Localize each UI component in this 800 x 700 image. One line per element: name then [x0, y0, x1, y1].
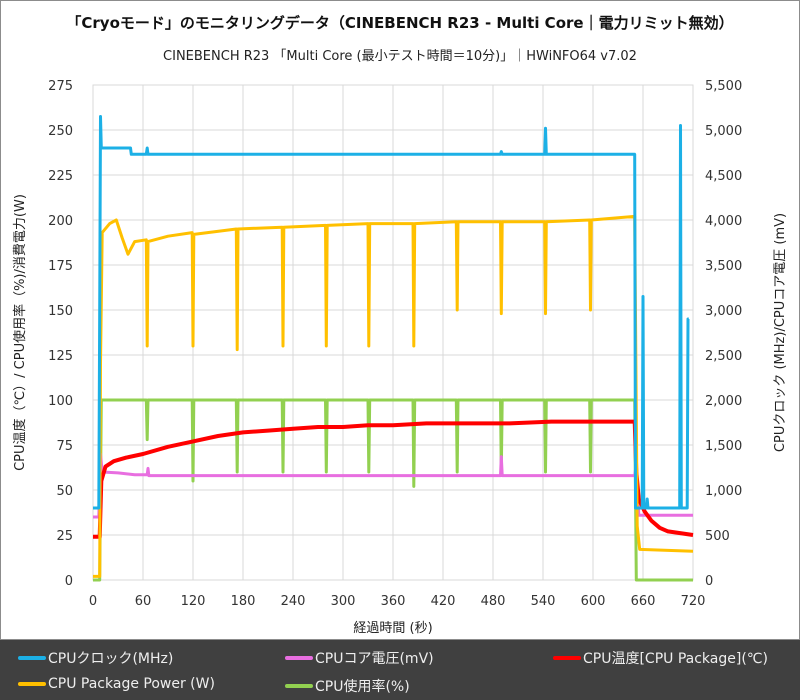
y-left-tick-label: 25: [56, 529, 73, 544]
x-tick-label: 420: [431, 594, 456, 609]
legend-swatch: [553, 656, 581, 660]
y-right-tick-label: 3,500: [705, 259, 742, 274]
series-line: [93, 398, 693, 582]
y-right-tick-label: 3,000: [705, 304, 742, 319]
y-right-tick-label: 5,000: [705, 124, 742, 139]
y-right-tick-label: 0: [705, 574, 713, 589]
x-tick-label: 600: [581, 594, 606, 609]
y-right-tick-label: 2,500: [705, 349, 742, 364]
chart-title: 「Cryoモード」のモニタリングデータ（CINEBENCH R23 - Mult…: [66, 14, 734, 32]
x-tick-label: 360: [381, 594, 406, 609]
legend-swatch: [285, 656, 313, 660]
y-right-tick-label: 4,000: [705, 214, 742, 229]
chart-subtitle: CINEBENCH R23 「Multi Core (最小テスト時間＝10分)」…: [163, 49, 637, 64]
y-right-tick-label: 2,000: [705, 394, 742, 409]
legend-label: CPUコア電圧(mV): [315, 651, 434, 667]
legend-item: CPU Package Power (W): [18, 676, 215, 692]
x-tick-label: 0: [89, 594, 97, 609]
y-left-tick-label: 0: [65, 574, 73, 589]
y-left-tick-label: 100: [48, 394, 73, 409]
series-line: [93, 115, 690, 510]
legend-label: CPU Package Power (W): [48, 676, 215, 692]
legend-swatch: [285, 684, 313, 688]
legend-item: CPU使用率(%): [285, 676, 410, 696]
x-tick-label: 300: [331, 594, 356, 609]
x-axis-label: 経過時間 (秒): [353, 621, 432, 636]
y-left-tick-label: 125: [48, 349, 73, 364]
x-tick-label: 240: [281, 594, 306, 609]
chart-plot: 0 0 25 500 50 1,000 75 1,500 100 2,000 125 2,500 150…: [12, 79, 788, 636]
legend-swatch: [18, 656, 46, 660]
series-line: [93, 419, 694, 539]
y-left-tick-label: 50: [56, 484, 73, 499]
legend-label: CPU使用率(%): [315, 679, 410, 695]
x-tick-label: 180: [231, 594, 256, 609]
y-left-tick-label: 275: [48, 79, 73, 94]
y-right-tick-label: 500: [705, 529, 730, 544]
x-tick-label: 660: [631, 594, 656, 609]
legend-label: CPU温度[CPU Package](℃): [583, 651, 768, 667]
y-left-tick-label: 225: [48, 169, 73, 184]
x-tick-label: 720: [681, 594, 706, 609]
y-right-tick-label: 1,500: [705, 439, 742, 454]
y-left-tick-label: 250: [48, 124, 73, 139]
y-right-tick-label: 1,000: [705, 484, 742, 499]
y-left-tick-label: 175: [48, 259, 73, 274]
y-right-tick-label: 4,500: [705, 169, 742, 184]
legend: CPUクロック(MHz) CPUコア電圧(mV) CPU温度[CPU Package…: [0, 640, 800, 700]
x-tick-label: 120: [181, 594, 206, 609]
y-left-tick-label: 150: [48, 304, 73, 319]
x-tick-label: 480: [481, 594, 506, 609]
y-right-axis-label: CPUクロック (MHz)/CPUコア電圧 (mV): [773, 213, 788, 452]
legend-item: CPUクロック(MHz): [18, 648, 173, 668]
legend-item: CPUコア電圧(mV): [285, 648, 434, 668]
x-tick-label: 60: [135, 594, 152, 609]
y-left-tick-label: 75: [56, 439, 73, 454]
y-left-tick-label: 200: [48, 214, 73, 229]
y-right-tick-label: 5,500: [705, 79, 742, 94]
legend-label: CPUクロック(MHz): [48, 651, 174, 667]
legend-swatch: [18, 682, 46, 686]
legend-item: CPU温度[CPU Package](℃): [553, 648, 768, 668]
y-left-axis-label: CPU温度（℃）/ CPU使用率（%)/消費電力(W): [12, 194, 28, 471]
x-tick-label: 540: [531, 594, 556, 609]
series-line: [93, 214, 694, 578]
